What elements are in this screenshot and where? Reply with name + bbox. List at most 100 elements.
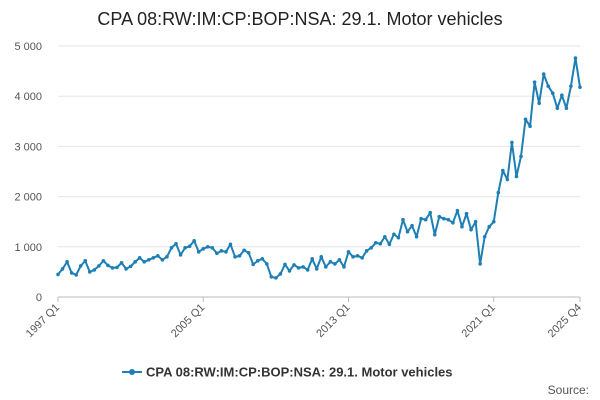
- data-point[interactable]: [392, 232, 396, 237]
- data-point[interactable]: [183, 246, 187, 250]
- data-point[interactable]: [119, 261, 124, 265]
- data-point[interactable]: [133, 260, 137, 264]
- data-point[interactable]: [178, 253, 183, 257]
- data-point[interactable]: [482, 234, 487, 239]
- data-point[interactable]: [60, 267, 65, 271]
- data-point[interactable]: [414, 234, 419, 239]
- data-point[interactable]: [423, 217, 428, 222]
- data-point[interactable]: [128, 264, 133, 269]
- legend[interactable]: CPA 08:RW:IM:CP:BOP:NSA: 29.1. Motor veh…: [122, 365, 453, 380]
- data-point[interactable]: [169, 246, 174, 250]
- data-point[interactable]: [156, 254, 160, 258]
- data-point[interactable]: [160, 258, 165, 262]
- data-point[interactable]: [219, 249, 224, 253]
- data-point[interactable]: [319, 255, 324, 259]
- data-point[interactable]: [74, 273, 78, 277]
- data-point[interactable]: [387, 242, 392, 247]
- data-point[interactable]: [265, 262, 269, 266]
- data-point[interactable]: [333, 262, 337, 266]
- data-point[interactable]: [137, 256, 142, 260]
- data-point[interactable]: [369, 246, 374, 250]
- data-point[interactable]: [296, 266, 301, 270]
- data-point[interactable]: [573, 56, 578, 60]
- data-point[interactable]: [278, 272, 283, 276]
- data-point[interactable]: [196, 250, 201, 254]
- data-point[interactable]: [519, 154, 523, 159]
- data-point[interactable]: [514, 174, 519, 179]
- data-point[interactable]: [310, 257, 314, 261]
- data-point[interactable]: [78, 264, 83, 268]
- data-point[interactable]: [314, 267, 319, 271]
- data-point[interactable]: [346, 250, 351, 254]
- data-point[interactable]: [460, 224, 464, 229]
- data-point[interactable]: [532, 80, 537, 84]
- data-point[interactable]: [101, 259, 106, 263]
- data-point[interactable]: [269, 275, 274, 279]
- data-point[interactable]: [233, 255, 237, 259]
- data-point[interactable]: [428, 210, 433, 215]
- data-point[interactable]: [523, 117, 528, 122]
- data-point[interactable]: [56, 272, 60, 277]
- data-point[interactable]: [364, 249, 369, 253]
- data-point[interactable]: [106, 263, 110, 268]
- data-point[interactable]: [437, 214, 442, 219]
- data-point[interactable]: [464, 211, 469, 216]
- data-point[interactable]: [142, 260, 147, 264]
- data-point[interactable]: [146, 258, 151, 262]
- data-point[interactable]: [446, 217, 451, 222]
- data-point[interactable]: [355, 254, 360, 258]
- data-point[interactable]: [192, 238, 196, 243]
- data-point[interactable]: [487, 224, 492, 229]
- data-point[interactable]: [555, 106, 560, 111]
- data-point[interactable]: [337, 258, 342, 262]
- data-point[interactable]: [255, 259, 260, 263]
- data-point[interactable]: [87, 270, 92, 274]
- data-point[interactable]: [69, 271, 74, 275]
- data-point[interactable]: [505, 177, 510, 182]
- data-point[interactable]: [351, 255, 355, 259]
- data-point[interactable]: [260, 257, 265, 261]
- data-point[interactable]: [528, 124, 532, 129]
- data-point[interactable]: [242, 248, 246, 253]
- data-point[interactable]: [324, 265, 328, 269]
- data-point[interactable]: [115, 265, 119, 270]
- data-point[interactable]: [378, 241, 383, 246]
- data-point[interactable]: [305, 268, 310, 272]
- data-point[interactable]: [110, 266, 115, 270]
- data-point[interactable]: [473, 219, 478, 224]
- data-point[interactable]: [560, 93, 564, 97]
- data-point[interactable]: [124, 267, 128, 271]
- data-point[interactable]: [97, 264, 101, 268]
- data-point[interactable]: [201, 247, 206, 251]
- data-point[interactable]: [283, 262, 287, 267]
- data-point[interactable]: [501, 168, 505, 173]
- data-point[interactable]: [187, 244, 192, 249]
- data-point[interactable]: [342, 265, 346, 269]
- data-point[interactable]: [442, 216, 446, 221]
- data-point[interactable]: [564, 106, 569, 111]
- data-point[interactable]: [165, 255, 169, 259]
- data-point[interactable]: [274, 276, 278, 280]
- data-point[interactable]: [510, 140, 514, 145]
- data-point[interactable]: [228, 242, 233, 247]
- data-point[interactable]: [537, 101, 541, 106]
- data-point[interactable]: [151, 256, 156, 260]
- data-point[interactable]: [410, 223, 414, 228]
- data-point[interactable]: [373, 240, 378, 245]
- data-point[interactable]: [541, 72, 546, 76]
- data-point[interactable]: [451, 220, 455, 225]
- data-point[interactable]: [65, 260, 69, 264]
- data-point[interactable]: [455, 208, 460, 213]
- data-point[interactable]: [328, 260, 333, 264]
- data-point[interactable]: [478, 262, 482, 266]
- data-point[interactable]: [205, 245, 210, 249]
- data-point[interactable]: [383, 234, 387, 239]
- data-point[interactable]: [246, 251, 251, 255]
- data-point[interactable]: [405, 229, 410, 234]
- data-point[interactable]: [396, 235, 401, 240]
- data-point[interactable]: [92, 268, 97, 272]
- data-point[interactable]: [432, 232, 437, 237]
- data-point[interactable]: [401, 217, 405, 222]
- data-point[interactable]: [174, 241, 178, 246]
- data-point[interactable]: [224, 250, 228, 254]
